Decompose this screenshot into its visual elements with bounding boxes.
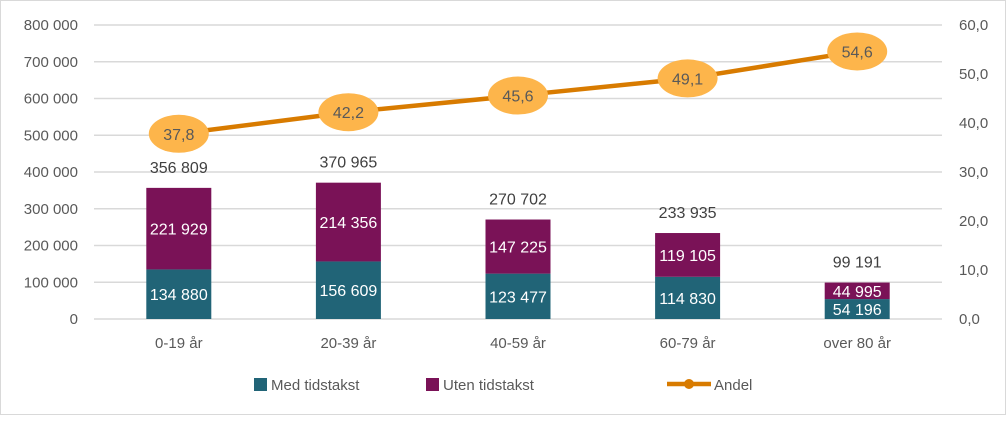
y-right-tick-label: 20,0	[959, 213, 988, 230]
y-left-tick-label: 100 000	[24, 274, 78, 291]
bar-uten-tidstakst	[315, 182, 381, 262]
andel-data-label: 54,6	[842, 44, 873, 61]
andel-marker	[827, 32, 888, 71]
bar-med-tidstakst	[824, 299, 890, 319]
x-tick-label: over 80 år	[823, 335, 891, 352]
andel-data-label: 42,2	[333, 105, 364, 122]
bar-data-label: 147 225	[489, 240, 547, 257]
andel-marker	[148, 114, 209, 153]
bar-data-label: 221 929	[150, 222, 208, 239]
y-left-tick-label: 600 000	[24, 91, 78, 108]
bar-med-tidstakst	[315, 261, 381, 319]
y-right-tick-label: 60,0	[959, 17, 988, 34]
y-left-tick-label: 700 000	[24, 54, 78, 71]
bar-uten-tidstakst	[655, 233, 721, 277]
y-right-tick-label: 0,0	[959, 311, 980, 328]
bar-med-tidstakst	[485, 273, 551, 319]
legend-label: Andel	[714, 377, 752, 394]
bar-uten-tidstakst	[485, 219, 551, 274]
y-right-tick-label: 50,0	[959, 66, 988, 83]
andel-data-label: 49,1	[672, 71, 703, 88]
legend-label: Uten tidstakst	[443, 377, 535, 394]
andel-marker	[318, 93, 379, 132]
x-tick-label: 0-19 år	[155, 335, 203, 352]
bar-data-label: 214 356	[319, 215, 377, 232]
y-left-tick-label: 300 000	[24, 201, 78, 218]
y-right-tick-label: 10,0	[959, 262, 988, 279]
y-left-tick-label: 200 000	[24, 238, 78, 255]
bar-med-tidstakst	[655, 276, 721, 319]
legend-marker	[684, 379, 694, 389]
bar-data-label: 114 830	[659, 291, 716, 308]
legend-swatch	[254, 378, 267, 391]
y-left-tick-label: 400 000	[24, 164, 78, 181]
bar-med-tidstakst	[146, 269, 212, 319]
total-data-label: 270 702	[489, 192, 547, 209]
legend-swatch	[426, 378, 439, 391]
legend-label: Med tidstakst	[271, 377, 360, 394]
total-data-label: 356 809	[150, 160, 208, 177]
andel-data-label: 37,8	[163, 127, 194, 144]
total-data-label: 99 191	[833, 255, 882, 272]
x-tick-label: 20-39 år	[320, 335, 376, 352]
bar-data-label: 134 880	[150, 287, 208, 304]
andel-marker	[488, 76, 548, 115]
andel-data-label: 45,6	[502, 89, 533, 106]
bar-uten-tidstakst	[146, 187, 212, 270]
y-left-tick-label: 800 000	[24, 17, 78, 34]
x-tick-label: 60-79 år	[660, 335, 716, 352]
x-tick-label: 40-59 år	[490, 335, 546, 352]
andel-marker	[657, 59, 718, 98]
bar-data-label: 119 105	[659, 248, 716, 265]
y-left-tick-label: 500 000	[24, 127, 78, 144]
bar-data-label: 123 477	[489, 289, 547, 306]
bar-uten-tidstakst	[824, 282, 890, 300]
y-right-tick-label: 30,0	[959, 164, 988, 181]
total-data-label: 370 965	[319, 155, 377, 172]
bar-data-label: 156 609	[319, 283, 377, 300]
total-data-label: 233 935	[659, 205, 717, 222]
y-left-tick-label: 0	[70, 311, 78, 328]
bar-data-label: 54 196	[833, 302, 882, 319]
y-right-tick-label: 40,0	[959, 115, 988, 132]
bar-data-label: 44 995	[833, 284, 882, 301]
